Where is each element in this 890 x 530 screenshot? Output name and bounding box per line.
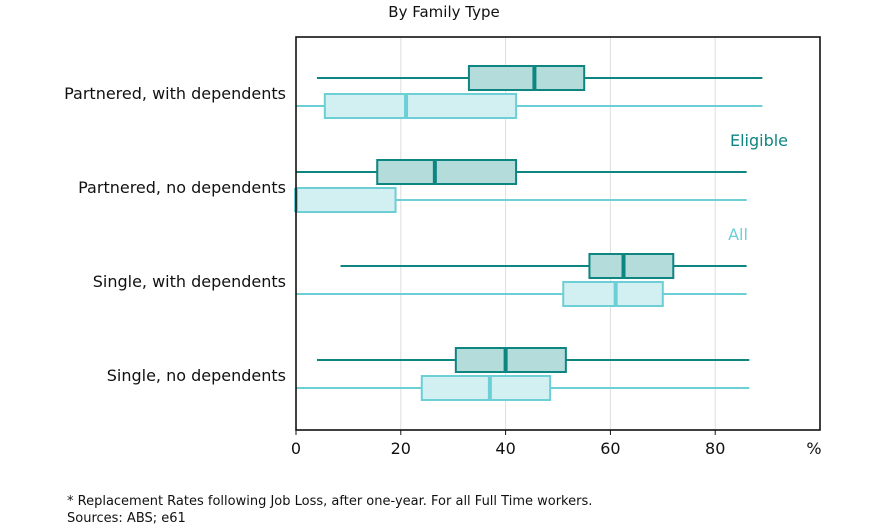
box-iqr: [295, 187, 397, 213]
x-tick-label-40: 40: [495, 439, 515, 458]
category-label-2: Single, with dependents: [93, 272, 286, 291]
x-axis-ticks: 0 20 40 60 80: [291, 430, 725, 458]
box-iqr: [467, 65, 586, 91]
sources-note: Sources: ABS; e61: [67, 511, 186, 526]
boxes: [294, 65, 763, 401]
box-all-2: [296, 281, 747, 307]
chart-title: By Family Type: [388, 3, 499, 21]
category-label-0: Partnered, with dependents: [64, 84, 286, 103]
box-all-3: [296, 375, 750, 401]
box-eligible-1: [296, 159, 747, 185]
x-tick-label-80: 80: [705, 439, 725, 458]
x-tick-label-0: 0: [291, 439, 301, 458]
chart: By Family Type Partnered, with dependent…: [64, 3, 821, 458]
box-eligible-2: [340, 253, 747, 279]
category-label-1: Partnered, no dependents: [78, 178, 286, 197]
category-label-3: Single, no dependents: [107, 366, 286, 385]
legend-eligible: Eligible: [730, 131, 788, 150]
box-iqr: [420, 375, 552, 401]
legend-all: All: [728, 225, 748, 244]
box-iqr: [454, 347, 567, 373]
box-eligible-0: [316, 65, 763, 91]
x-tick-label-60: 60: [600, 439, 620, 458]
box-iqr: [376, 159, 518, 185]
x-tick-label-20: 20: [391, 439, 411, 458]
box-all-0: [296, 93, 763, 119]
box-iqr: [562, 281, 664, 307]
footnote: * Replacement Rates following Job Loss, …: [67, 494, 593, 509]
box-all-1: [294, 187, 747, 213]
box-eligible-3: [316, 347, 750, 373]
box-iqr: [588, 253, 675, 279]
category-labels: Partnered, with dependents Partnered, no …: [64, 84, 286, 385]
x-axis-unit-label: %: [806, 439, 821, 458]
box-iqr: [323, 93, 518, 119]
plot-frame: [295, 36, 821, 431]
